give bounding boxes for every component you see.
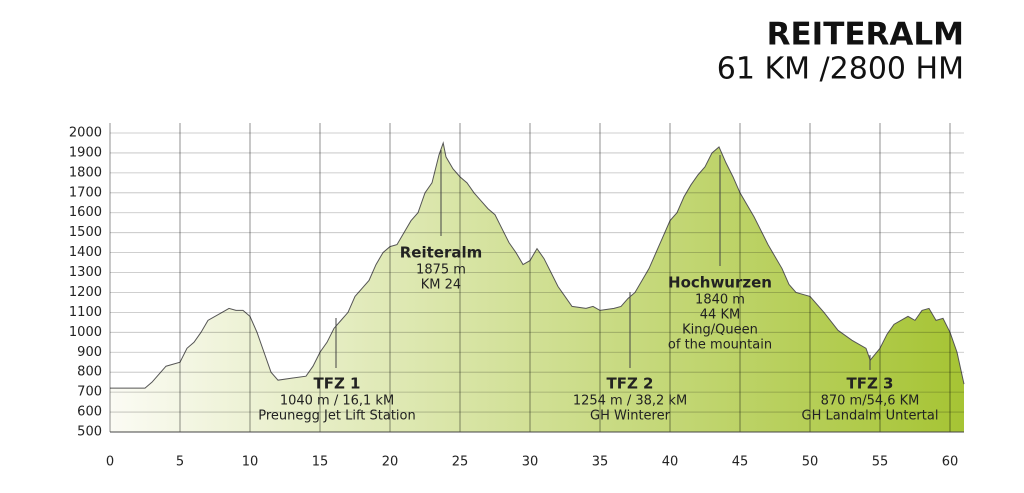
chart-subtitle: 61 KM /2800 HM: [717, 52, 964, 87]
annotation-text: 1254 m / 38,2 kM: [573, 394, 687, 409]
annotation-text: 870 m/54,6 KM: [821, 394, 920, 409]
annotation-text: GH Landalm Untertal: [802, 409, 939, 424]
x-tick-label: 10: [242, 455, 259, 470]
x-tick-label: 60: [942, 455, 959, 470]
profile-line: [110, 141, 965, 389]
annotation-text: 1840 m: [695, 293, 745, 308]
annotation-title: Reiteralm: [400, 244, 483, 262]
annotation-text: 44 KM: [700, 308, 740, 323]
annotation-text: 1875 m: [416, 263, 466, 278]
annotation-text: 1040 m / 16,1 kM: [280, 394, 394, 409]
y-tick-label: 600: [77, 405, 102, 420]
x-tick-label: 45: [732, 455, 749, 470]
annotation-text: King/Queen: [682, 323, 758, 338]
y-tick-label: 1500: [69, 225, 102, 240]
y-tick-label: 500: [77, 425, 102, 440]
annotation-title: Hochwurzen: [668, 274, 772, 292]
annotation-title: TFZ 3: [846, 375, 893, 393]
y-tick-label: 1300: [69, 265, 102, 280]
x-tick-label: 55: [872, 455, 889, 470]
y-tick-label: 1600: [69, 205, 102, 220]
y-tick-label: 1900: [69, 145, 102, 160]
y-tick-label: 1100: [69, 305, 102, 320]
x-tick-label: 15: [312, 455, 329, 470]
y-tick-label: 700: [77, 385, 102, 400]
annotation-title: TFZ 1: [313, 375, 360, 393]
x-tick-label: 50: [802, 455, 819, 470]
y-tick-label: 1700: [69, 185, 102, 200]
x-tick-label: 0: [106, 455, 114, 470]
chart-title: REITERALM: [767, 17, 964, 53]
x-tick-label: 25: [452, 455, 469, 470]
y-tick-label: 2000: [69, 126, 102, 141]
x-tick-label: 20: [382, 455, 399, 470]
area-fill: [110, 142, 964, 432]
annotation-text: Preunegg Jet Lift Station: [258, 409, 416, 424]
x-tick-label: 40: [662, 455, 679, 470]
y-tick-label: 1400: [69, 245, 102, 260]
y-tick-label: 1800: [69, 165, 102, 180]
x-tick-label: 35: [592, 455, 609, 470]
x-tick-label: 30: [522, 455, 539, 470]
y-tick-label: 1000: [69, 325, 102, 340]
annotation-text: of the mountain: [668, 338, 772, 353]
y-tick-label: 800: [77, 365, 102, 380]
annotation-text: KM 24: [421, 278, 461, 293]
x-tick-label: 5: [176, 455, 184, 470]
annotation-text: GH Winterer: [590, 409, 671, 424]
y-tick-label: 1200: [69, 285, 102, 300]
y-tick-label: 900: [77, 345, 102, 360]
annotation-title: TFZ 2: [606, 375, 653, 393]
